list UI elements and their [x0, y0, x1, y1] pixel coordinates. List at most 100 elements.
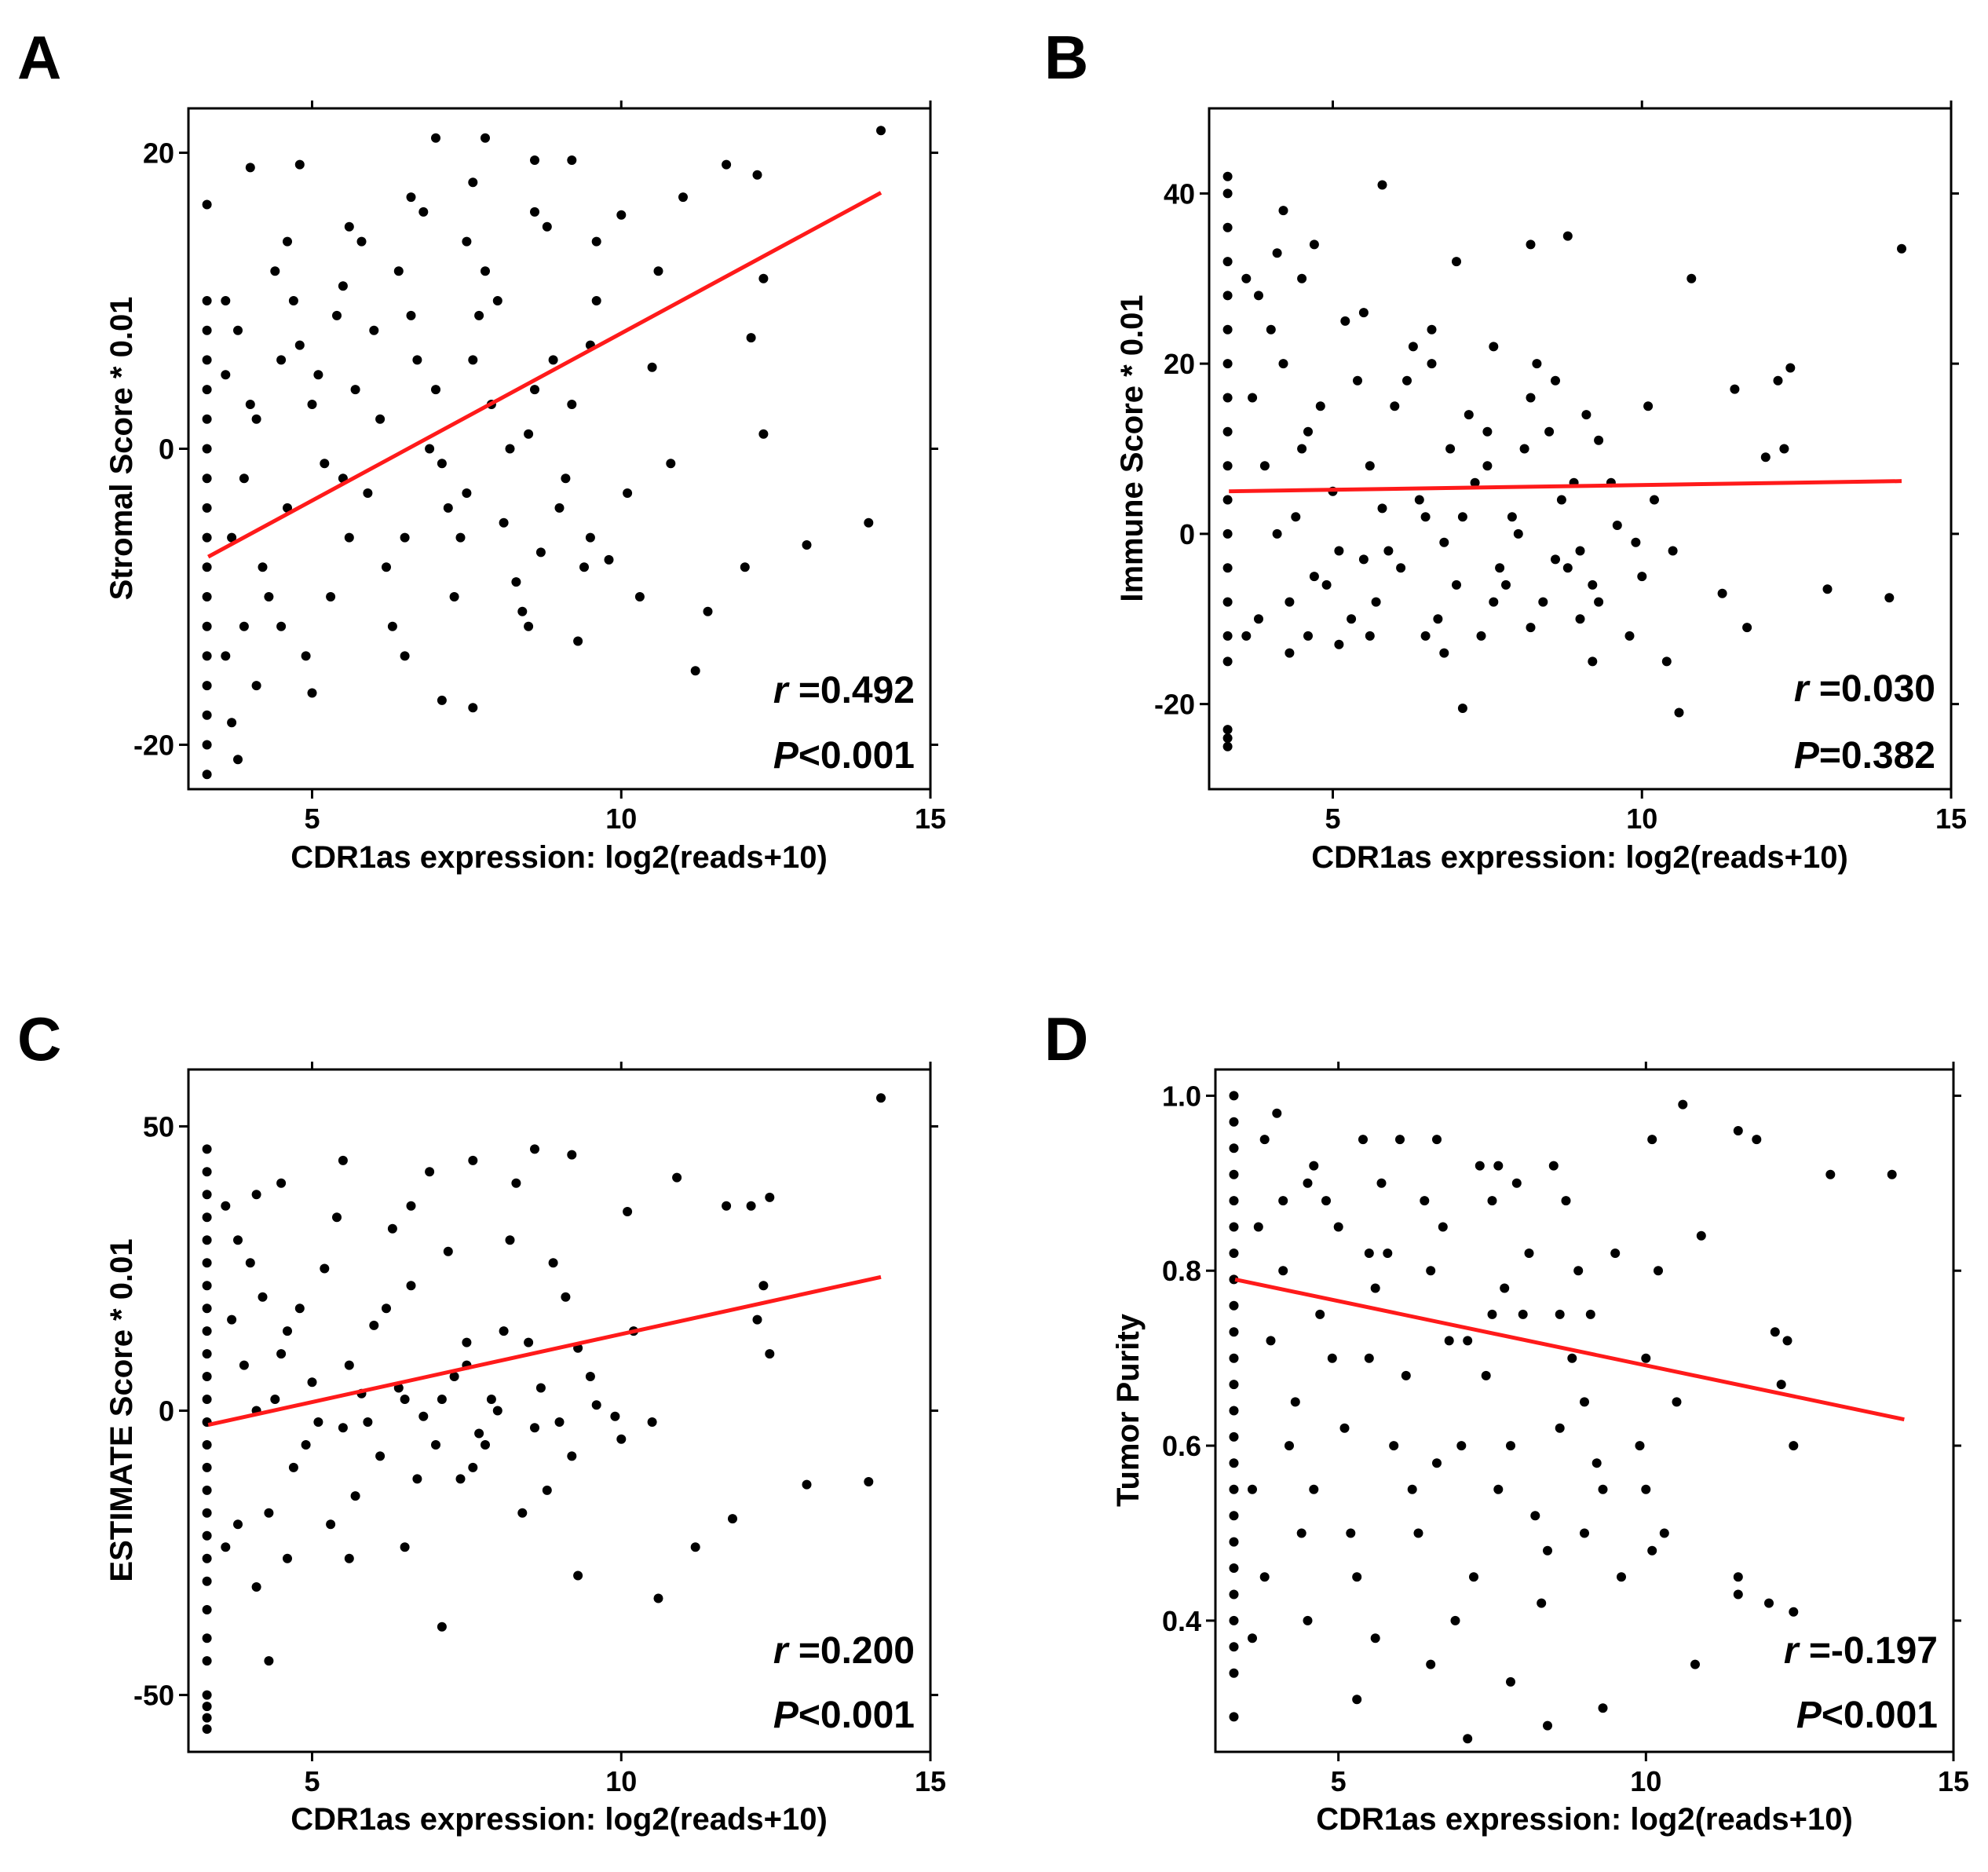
data-point-a [530, 155, 539, 165]
data-point-a [585, 532, 595, 543]
data-point-a [270, 266, 280, 276]
data-point-b [1495, 563, 1505, 573]
x-tick-label-c: 5 [304, 1765, 320, 1797]
data-point-a [283, 503, 292, 513]
data-point-d [1506, 1676, 1515, 1687]
data-point-c [202, 1258, 212, 1268]
data-point-c [202, 1235, 212, 1245]
data-point-c [647, 1417, 657, 1427]
data-point-b [1624, 631, 1635, 641]
data-point-d [1591, 1458, 1602, 1468]
y-tick-label-a: 0 [159, 433, 174, 466]
data-point-b [1222, 188, 1233, 199]
data-point-a [722, 159, 732, 170]
data-point-a [876, 126, 886, 136]
data-point-b [1222, 597, 1233, 607]
data-point-d [1352, 1572, 1362, 1582]
data-point-d [1598, 1484, 1608, 1494]
data-point-d [1678, 1099, 1688, 1110]
data-point-d [1469, 1572, 1478, 1582]
data-point-b [1272, 248, 1282, 258]
data-point-a [567, 155, 577, 165]
data-point-c [202, 1656, 212, 1666]
data-point-d [1259, 1135, 1270, 1145]
data-point-c [499, 1326, 509, 1336]
data-point-d [1229, 1196, 1239, 1206]
data-point-a [251, 681, 261, 691]
data-point-a [350, 385, 360, 395]
data-point-b [1717, 588, 1727, 598]
scatter-points-c [202, 1093, 886, 1734]
data-point-a [251, 414, 261, 424]
y-tick-label-d: 0.4 [1162, 1605, 1201, 1637]
data-point-c [294, 1303, 305, 1314]
data-point-b [1594, 597, 1604, 607]
data-point-b [1575, 614, 1585, 624]
data-point-b [1476, 631, 1486, 641]
data-point-c [202, 1530, 212, 1541]
data-point-b [1334, 546, 1344, 556]
data-point-b [1303, 426, 1313, 437]
data-point-c [344, 1553, 354, 1563]
data-point-a [802, 540, 812, 550]
data-point-a [400, 532, 410, 543]
data-point-b [1222, 528, 1233, 539]
data-point-b [1482, 461, 1493, 471]
data-point-b [1482, 426, 1493, 437]
data-point-a [221, 370, 231, 380]
data-point-c [561, 1292, 571, 1302]
data-point-b [1433, 614, 1443, 624]
data-point-a [393, 266, 404, 276]
data-point-b [1285, 648, 1295, 658]
regression-line-b [1229, 479, 1902, 494]
data-point-d [1389, 1441, 1399, 1451]
data-point-b [1650, 495, 1659, 505]
data-point-c [573, 1570, 583, 1581]
data-point-d [1733, 1126, 1743, 1135]
data-point-a [468, 355, 478, 365]
x-tick-label-a: 15 [915, 803, 946, 835]
x-tick-label-b: 5 [1325, 803, 1340, 835]
data-point-c [338, 1423, 348, 1433]
data-point-a [535, 547, 546, 558]
data-point-a [462, 488, 472, 498]
data-point-c [202, 1553, 212, 1563]
data-point-d [1450, 1615, 1460, 1625]
data-point-a [202, 532, 212, 543]
data-point-a [320, 459, 330, 469]
data-point-b [1457, 704, 1467, 713]
y-tick-label-c: -50 [133, 1680, 174, 1712]
data-point-c [301, 1440, 311, 1450]
data-point-b [1427, 359, 1437, 369]
data-point-c [462, 1337, 472, 1347]
data-point-d [1580, 1397, 1589, 1407]
data-point-b [1501, 580, 1511, 590]
data-point-c [437, 1622, 447, 1632]
data-point-a [202, 473, 212, 484]
data-point-a [202, 325, 212, 335]
data-point-c [876, 1093, 886, 1103]
x-axis-label-b: CDR1as expression: log2(reads+10) [1311, 840, 1848, 875]
data-point-c [474, 1428, 484, 1439]
data-point-a [573, 636, 583, 646]
data-point-c [591, 1400, 601, 1410]
data-point-d [1567, 1353, 1577, 1363]
data-point-a [492, 296, 502, 305]
data-point-b [1551, 375, 1560, 386]
data-point-d [1733, 1589, 1743, 1600]
data-point-c [530, 1423, 539, 1433]
data-point-a [481, 266, 490, 276]
data-point-a [431, 133, 440, 143]
y-axis-label-c: ESTIMATE Score * 0.01 [104, 1238, 139, 1581]
data-point-a [276, 621, 287, 631]
data-point-d [1647, 1545, 1657, 1556]
data-point-c [468, 1462, 478, 1472]
panel-label-a: A [17, 23, 61, 92]
data-point-d [1327, 1353, 1337, 1363]
r-value-d: r =-0.197 [1784, 1630, 1938, 1672]
data-point-b [1532, 359, 1542, 369]
data-point-d [1229, 1458, 1239, 1468]
r-value-a: r =0.492 [773, 670, 915, 711]
data-point-a [344, 532, 354, 543]
x-axis-label-a: CDR1as expression: log2(reads+10) [291, 840, 828, 875]
